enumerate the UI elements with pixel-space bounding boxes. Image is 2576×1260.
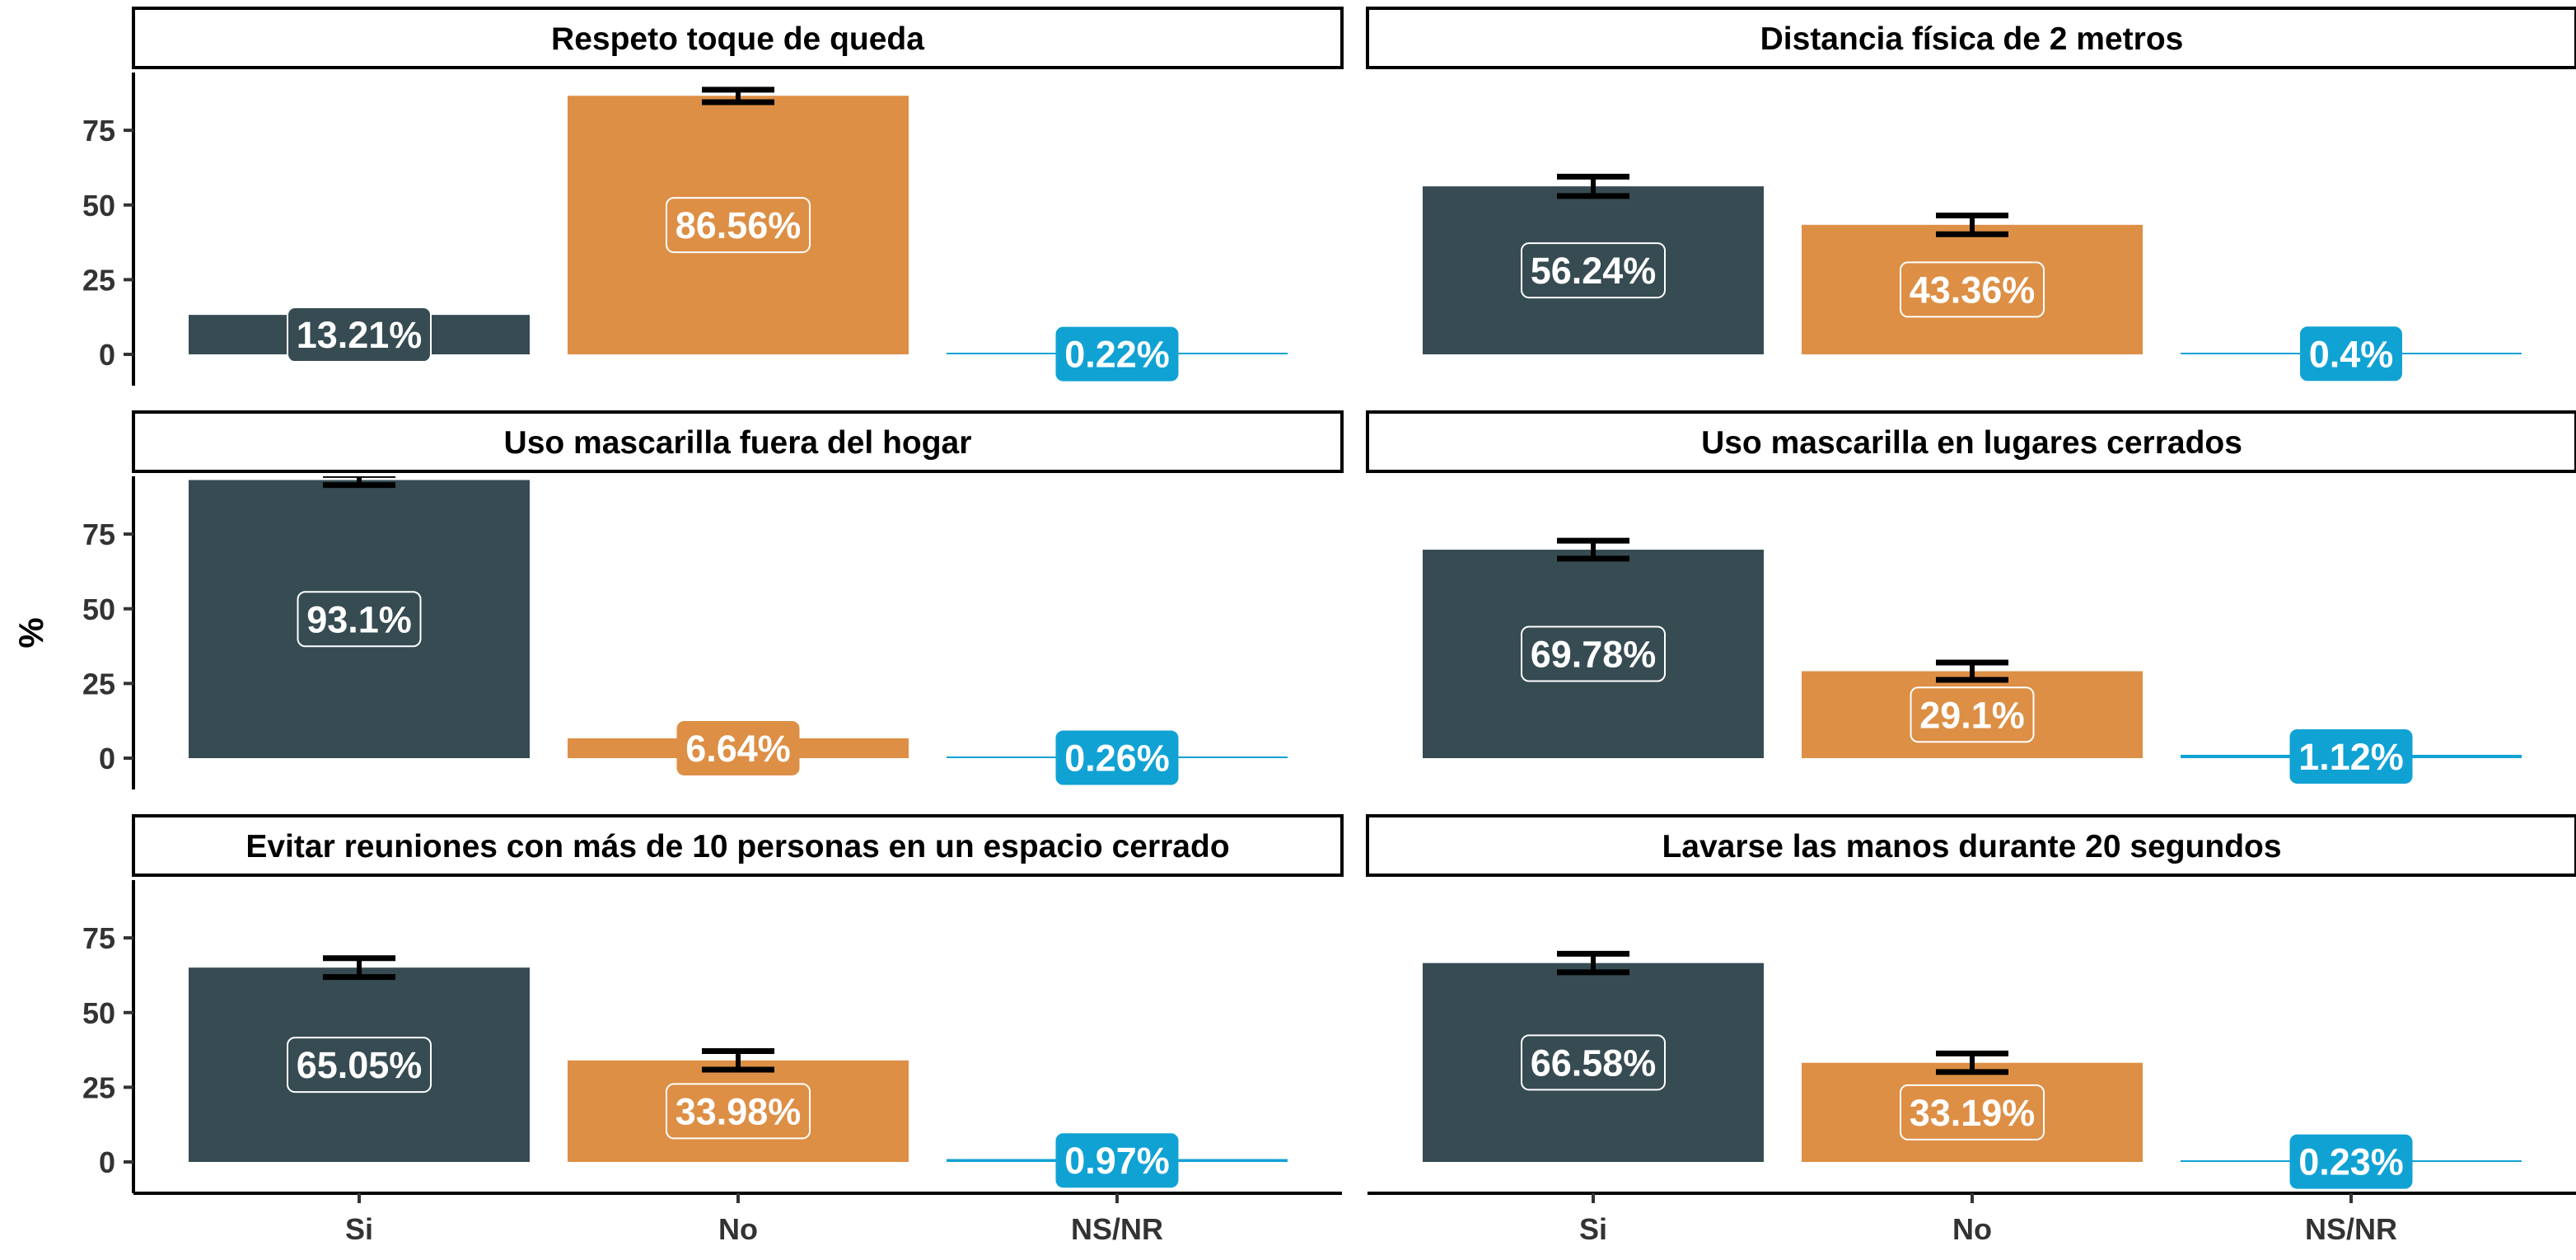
value-label: 56.24% — [1531, 250, 1657, 292]
value-label-box — [2289, 728, 2413, 784]
y-tick-label: 0 — [99, 1145, 115, 1179]
value-label-box — [1055, 730, 1179, 785]
facet-plot: 56.24% 43.36% 0.4% — [1423, 173, 2522, 382]
value-label-box — [676, 720, 800, 775]
y-tick-label: 75 — [82, 114, 115, 148]
value-label-box — [666, 197, 811, 254]
value-label-box — [2289, 1134, 2413, 1189]
facet-strip — [132, 814, 1344, 877]
facet-strip — [1366, 410, 2576, 473]
facet-panel: Uso mascarilla fuera del hogar 93.1% 6.64%… — [82, 410, 1344, 789]
facet-title: Lavarse las manos durante 20 segundos — [1662, 829, 2281, 864]
facet-title: Uso mascarilla fuera del hogar — [504, 425, 972, 461]
value-label-box — [297, 591, 422, 648]
x-tick-label: No — [718, 1212, 758, 1246]
value-label-box — [1055, 1133, 1179, 1188]
facet-plot: 66.58% 33.19% 0.23% — [1423, 950, 2522, 1189]
value-label: 0.23% — [2298, 1141, 2404, 1183]
y-tick-label: 0 — [99, 742, 115, 775]
value-label-box — [1055, 326, 1179, 382]
facet-panel: Evitar reuniones con más de 10 personas … — [82, 814, 1344, 1246]
value-label-box — [287, 307, 432, 363]
facet-title: Evitar reuniones con más de 10 personas … — [245, 829, 1229, 864]
y-tick-label: 75 — [82, 921, 115, 955]
facet-strip — [1366, 814, 2576, 877]
x-tick-label: No — [1952, 1212, 1992, 1246]
value-label: 1.12% — [2298, 736, 2404, 778]
facet-panel: Lavarse las manos durante 20 segundos 66.… — [1366, 814, 2576, 1246]
value-label: 0.22% — [1064, 334, 1170, 376]
value-label-box — [2300, 326, 2402, 382]
y-tick-label: 25 — [82, 667, 115, 700]
y-tick-label: 25 — [82, 263, 115, 297]
facet-title: Uso mascarilla en lugares cerrados — [1701, 425, 2242, 461]
facet-strip — [1366, 7, 2576, 69]
value-label: 6.64% — [685, 728, 791, 770]
x-tick-label: Si — [345, 1212, 373, 1246]
value-label: 0.4% — [2309, 333, 2394, 375]
value-label: 93.1% — [306, 598, 412, 640]
value-label-box — [666, 1083, 811, 1140]
value-label: 0.97% — [1064, 1140, 1170, 1182]
y-axis-title: % — [12, 617, 50, 648]
facet-plot: 65.05% 33.98% 0.97% — [189, 955, 1288, 1188]
x-tick-label: NS/NR — [1071, 1212, 1163, 1246]
value-label: 66.58% — [1531, 1042, 1657, 1084]
y-tick-label: 25 — [82, 1070, 115, 1104]
value-label-box — [287, 1037, 432, 1094]
value-label: 29.1% — [1919, 694, 2025, 736]
value-label: 43.36% — [1910, 269, 2036, 311]
facet-strip — [132, 7, 1344, 69]
value-label-box — [1910, 686, 2035, 743]
y-tick-label: 50 — [82, 593, 115, 626]
y-tick-label: 0 — [99, 338, 115, 372]
facet-plot: 69.78% 29.1% 1.12% — [1423, 537, 2522, 784]
y-tick-label: 50 — [82, 189, 115, 222]
value-label-box — [1521, 242, 1666, 299]
facet-panel: Uso mascarilla en lugares cerrados 69.78%… — [1366, 410, 2576, 784]
facet-plot: 93.1% 6.64% 0.26% — [189, 476, 1288, 785]
facet-plot: 13.21% 86.56% 0.22% — [189, 87, 1288, 382]
value-label-box — [1900, 1084, 2045, 1141]
value-label-box — [1521, 1034, 1666, 1091]
value-label: 69.78% — [1531, 634, 1657, 676]
facet-panel: Respeto toque de queda 13.21% 86.56% 0.22% 0… — [82, 7, 1344, 386]
value-label: 33.19% — [1910, 1092, 2036, 1134]
x-tick-label: NS/NR — [2305, 1212, 2397, 1246]
value-label: 33.98% — [676, 1090, 802, 1132]
value-label: 65.05% — [297, 1044, 423, 1086]
value-label: 13.21% — [297, 314, 423, 356]
value-label-box — [1900, 261, 2045, 318]
facet-strip — [132, 410, 1344, 473]
facet-panel: Distancia física de 2 metros 56.24% 43.36%… — [1366, 7, 2576, 382]
x-tick-label: Si — [1579, 1212, 1607, 1246]
y-tick-label: 50 — [82, 996, 115, 1030]
y-tick-label: 75 — [82, 518, 115, 551]
facet-title: Respeto toque de queda — [551, 21, 924, 57]
facet-title: Distancia física de 2 metros — [1760, 21, 2184, 57]
value-label-box — [1521, 625, 1666, 682]
value-label: 0.26% — [1064, 738, 1170, 780]
value-label: 86.56% — [676, 204, 802, 246]
